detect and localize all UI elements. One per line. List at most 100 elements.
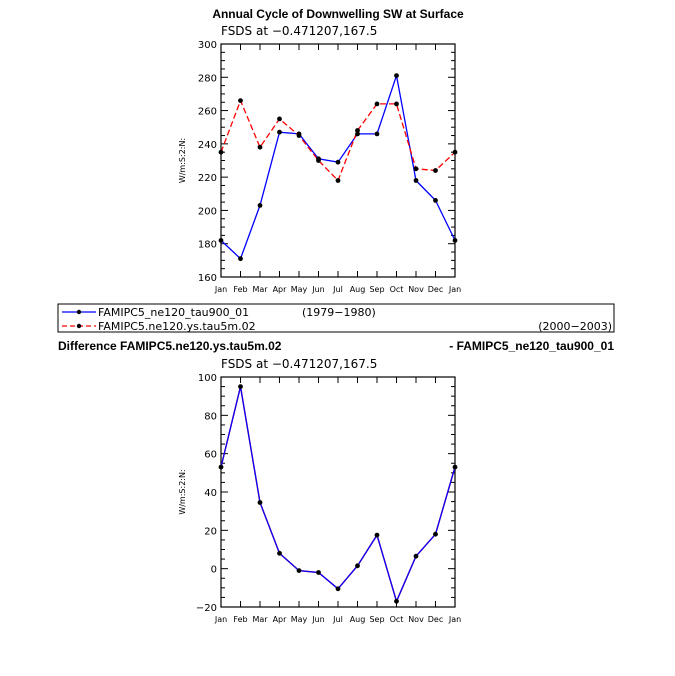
top-chart-point-series-1 — [433, 198, 438, 203]
top-chart-point-series-2 — [374, 101, 380, 107]
top-chart-point-series-1 — [218, 238, 224, 243]
bottom-chart-xtick-label: Mar — [252, 615, 268, 624]
bottom-chart-plot-frame — [220, 376, 456, 608]
bottom-chart-point-series-1 — [374, 532, 380, 538]
top-chart-xtick-label: Jul — [332, 285, 343, 294]
legend-label-series-2: FAMIPC5.ne120.ys.tau5m.02 — [98, 320, 256, 333]
top-chart-ylabel: W/m:S:2:N: — [178, 138, 187, 183]
bottom-chart-xtick-label: Feb — [233, 615, 247, 624]
top-chart-xtick-label: Jan — [214, 285, 227, 294]
top-chart-point-series-2 — [355, 128, 360, 133]
top-chart-point-series-2 — [452, 149, 458, 155]
top-chart-point-series-1 — [394, 73, 399, 78]
top-chart-ytick-label: 260 — [198, 107, 217, 118]
top-chart-xtick-label: Nov — [408, 285, 424, 294]
top-chart-ytick-label: 300 — [198, 40, 217, 51]
bottom-chart-series-line-1 — [220, 386, 456, 604]
top-chart-ytick-label: 220 — [198, 173, 217, 184]
top-chart-xtick-label: Jan — [448, 285, 461, 294]
top-chart-ytick-label: 280 — [198, 73, 217, 84]
bottom-chart-xtick-label: Jan — [214, 615, 227, 624]
top-chart-point-series-1 — [413, 178, 419, 183]
top-chart-point-series-2 — [316, 158, 321, 163]
top-chart-ytick-label: 240 — [198, 140, 217, 151]
top-chart-point-series-1 — [257, 203, 263, 208]
bottom-chart-point-series-1 — [452, 464, 458, 470]
bottom-chart-xtick-label: Jul — [332, 615, 343, 624]
bottom-chart-point-series-1 — [335, 586, 341, 592]
top-chart-point-series-2 — [296, 133, 302, 138]
bottom-chart-ytick-label: 0 — [211, 565, 217, 576]
bottom-chart-title-left: Difference FAMIPC5.ne120.ys.tau5m.02 — [58, 339, 282, 353]
bottom-chart-series-line-overlay — [220, 386, 456, 604]
top-chart-ytick-label: 160 — [198, 273, 217, 284]
bottom-chart-point-series-1 — [413, 553, 419, 559]
bottom-chart-ytick-label: 100 — [198, 373, 217, 384]
top-chart-point-series-2 — [257, 144, 263, 150]
bottom-chart-xtick-label: Jun — [311, 615, 325, 624]
legend-period-series-1: (1979−1980) — [302, 306, 376, 319]
bottom-chart-xtick-label: Oct — [390, 615, 404, 624]
top-chart-point-series-2 — [433, 168, 438, 173]
legend-label-series-1: FAMIPC5_ne120_tau900_01 — [98, 306, 249, 319]
bottom-chart-xtick-label: Dec — [428, 615, 443, 624]
bottom-chart-point-series-1 — [316, 570, 321, 575]
top-chart-point-series-1 — [277, 129, 282, 135]
bottom-chart-xtick-label: Jan — [448, 615, 461, 624]
bottom-chart-xtick-label: Sep — [369, 615, 384, 624]
top-chart-point-series-1 — [374, 131, 380, 137]
top-chart-xtick-label: Dec — [428, 285, 443, 294]
top-chart-title: Annual Cycle of Downwelling SW at Surfac… — [212, 7, 464, 21]
top-chart-xtick-label: Aug — [350, 285, 366, 294]
top-chart-point-series-1 — [355, 131, 360, 137]
top-chart-ytick-label: 180 — [198, 240, 217, 251]
top-chart-subtitle: FSDS at −0.471207,167.5 — [221, 24, 377, 38]
bottom-chart-subtitle: FSDS at −0.471207,167.5 — [221, 357, 377, 371]
bottom-chart-ytick-label: −20 — [196, 603, 217, 614]
top-chart-point-series-2 — [238, 98, 243, 103]
top-chart-xtick-label: Sep — [369, 285, 384, 294]
bottom-chart-point-series-1 — [433, 531, 438, 537]
top-chart: Jan Feb Mar Apr May Jun Jul Aug Sep Oct Nov Dec Jan1… — [178, 40, 461, 294]
bottom-chart-point-series-1 — [296, 568, 302, 573]
legend-box — [57, 303, 615, 333]
bottom-chart-title-right: - FAMIPC5_ne120_tau900_01 — [449, 339, 614, 353]
top-chart-xtick-label: Mar — [252, 285, 268, 294]
top-chart-series-line-1 — [220, 73, 456, 260]
top-chart-ytick-label: 200 — [198, 206, 217, 217]
top-chart-point-series-2 — [218, 149, 224, 155]
top-chart-xtick-label: Oct — [390, 285, 404, 294]
top-chart-xtick-label: Jun — [311, 285, 325, 294]
bottom-chart-point-series-1 — [238, 384, 243, 389]
bottom-chart-point-series-1 — [394, 598, 399, 604]
top-chart-xtick-label: May — [291, 285, 308, 294]
legend-marker-series-2 — [76, 323, 82, 329]
bottom-chart-ytick-label: 80 — [204, 411, 217, 422]
bottom-chart-xtick-label: Nov — [408, 615, 424, 624]
legend: FAMIPC5_ne120_tau900_01 (1979−1980) FAMI… — [57, 303, 615, 333]
top-chart-point-series-1 — [452, 238, 458, 243]
top-chart-point-series-2 — [335, 178, 341, 183]
top-chart-point-series-1 — [335, 159, 341, 165]
top-chart-point-series-1 — [238, 256, 243, 262]
top-chart-point-series-2 — [413, 166, 419, 172]
bottom-chart-xtick-label: May — [291, 615, 308, 624]
top-chart-point-series-2 — [394, 101, 399, 107]
legend-period-series-2: (2000−2003) — [538, 320, 612, 333]
bottom-chart-point-series-1 — [277, 550, 282, 556]
top-chart-point-series-2 — [277, 116, 282, 122]
bottom-chart-ytick-label: 40 — [204, 488, 217, 499]
bottom-chart-xtick-label: Apr — [273, 615, 288, 624]
bottom-chart-ylabel: W/m:S:2:N: — [178, 469, 187, 514]
top-chart-series-line-2 — [220, 98, 456, 182]
legend-marker-series-1 — [76, 309, 82, 315]
top-chart-xtick-label: Apr — [273, 285, 288, 294]
bottom-chart-ytick-label: 20 — [204, 526, 217, 537]
bottom-chart-xtick-label: Aug — [350, 615, 366, 624]
bottom-chart-ytick-label: 60 — [204, 450, 217, 461]
bottom-chart-point-series-1 — [355, 563, 360, 569]
top-chart-xtick-label: Feb — [233, 285, 247, 294]
bottom-chart-point-series-1 — [218, 464, 224, 470]
bottom-chart: Jan Feb Mar Apr May Jun Jul Aug Sep Oct Nov Dec Jan−… — [178, 373, 461, 624]
